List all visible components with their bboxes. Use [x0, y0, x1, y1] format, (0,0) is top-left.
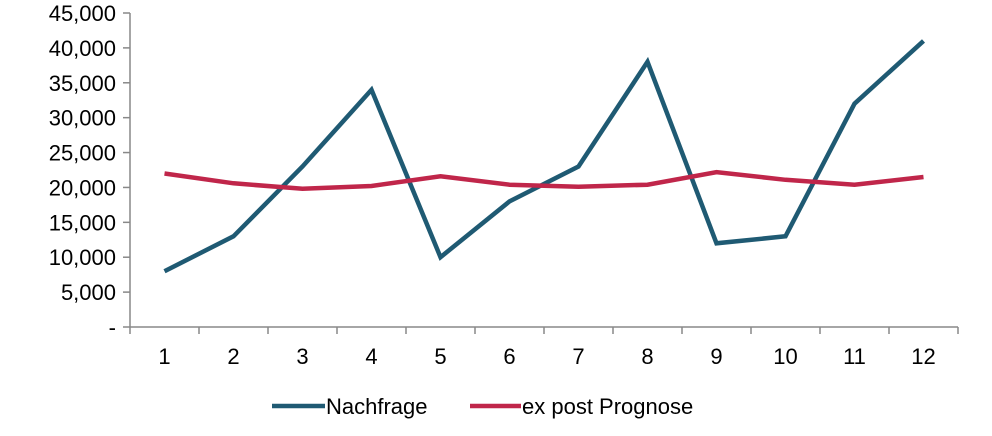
x-tick-label: 12	[911, 344, 935, 369]
x-tick-label: 8	[641, 344, 653, 369]
y-tick-label: 35,000	[49, 71, 116, 96]
legend-label: Nachfrage	[326, 394, 428, 419]
x-axis: 1 2 3 4 5 6 7 8 9 10 11 12	[129, 326, 959, 369]
x-tick-label: 3	[296, 344, 308, 369]
series-line-nachfrage	[163, 39, 926, 274]
series-line-ex-post-prognose	[164, 169, 924, 192]
x-tick-label: 5	[434, 344, 446, 369]
x-tick-label: 10	[773, 344, 797, 369]
y-tick-label: 40,000	[49, 36, 116, 61]
legend-item: Nachfrage	[272, 394, 428, 419]
y-tick-label: 20,000	[49, 175, 116, 200]
y-tick-label: 30,000	[49, 106, 116, 131]
x-tick-label: 2	[227, 344, 239, 369]
x-tick-label: 11	[843, 344, 866, 369]
x-tick-label: 7	[572, 344, 584, 369]
y-tick-label: 25,000	[49, 141, 116, 166]
y-tick-label: 5,000	[61, 280, 116, 305]
series-layer	[163, 39, 926, 274]
x-tick-label: 1	[158, 344, 170, 369]
legend-item: ex post Prognose	[470, 394, 693, 419]
y-tick-label: 10,000	[49, 245, 116, 270]
x-tick-label: 6	[503, 344, 515, 369]
y-tick-label: -	[109, 315, 116, 340]
legend-label: ex post Prognose	[522, 394, 693, 419]
x-tick-label: 4	[365, 344, 377, 369]
y-tick-label: 15,000	[49, 210, 116, 235]
x-tick-label: 9	[710, 344, 722, 369]
y-tick-label: 45,000	[49, 1, 116, 26]
y-axis: - 5,000 10,000 15,000 20,000 25,000 30,000 35,0…	[49, 1, 131, 340]
legend: Nachfrage ex post Prognose	[272, 394, 693, 419]
